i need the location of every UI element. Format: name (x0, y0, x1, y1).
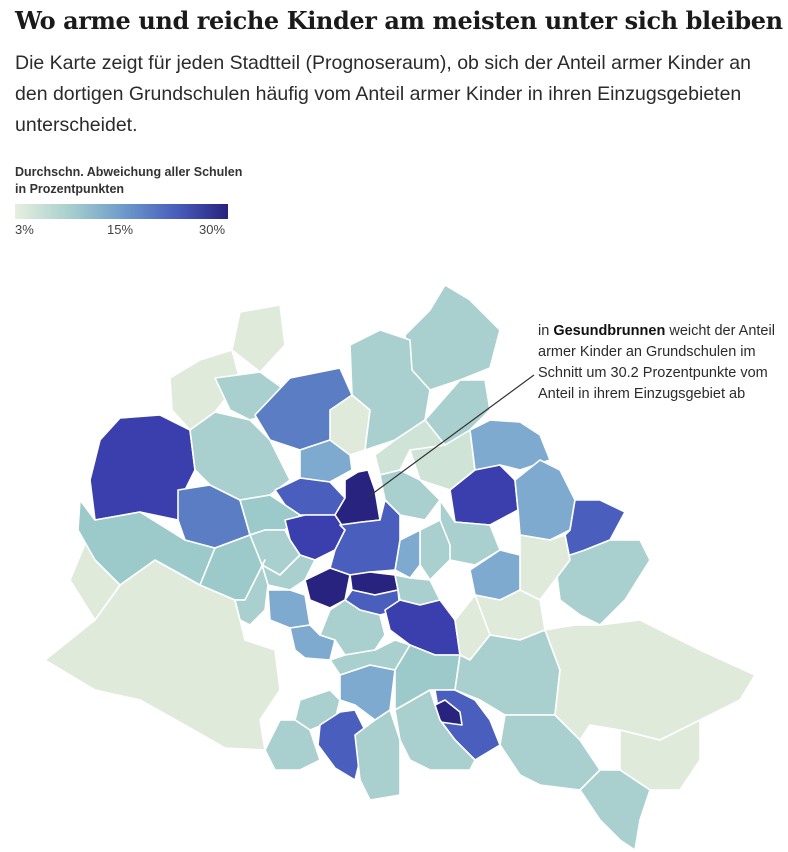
district-mitte-zentrum[interactable] (329, 499, 401, 576)
district-tempelhof[interactable] (319, 599, 386, 656)
legend-title: Durchschn. Abweichung aller Schulen in P… (15, 165, 243, 196)
annotation-prefix: in (538, 323, 550, 339)
legend-tick-min: 3% (15, 222, 34, 237)
district-hellersdorf-sued[interactable] (554, 539, 651, 626)
gesundbrunnen-annotation: in Gesundbrunnen weicht der Anteil armer… (538, 321, 778, 405)
legend-color-scale (15, 204, 228, 219)
berlin-choropleth-map (44, 284, 756, 851)
district-frohnau[interactable] (231, 304, 286, 373)
annotation-text: weicht der Anteil armer Kinder an Grunds… (538, 323, 775, 402)
district-charlottenburg[interactable] (261, 554, 316, 591)
district-buch[interactable] (404, 284, 501, 391)
legend-tick-mid: 15% (107, 222, 134, 237)
district-gruenau[interactable] (579, 769, 651, 851)
district-wilmersdorf[interactable] (267, 589, 311, 629)
district-koepenick[interactable] (544, 619, 756, 741)
page-subtitle: Die Karte zeigt für jeden Stadtteil (Pro… (15, 52, 751, 136)
district-westend[interactable] (234, 559, 269, 626)
district-schoeneberg-sued[interactable] (289, 624, 336, 661)
annotation-highlight: Gesundbrunnen (553, 323, 666, 339)
district-marienfelde[interactable] (354, 709, 401, 801)
legend-tick-max: 30% (199, 222, 226, 237)
district-zehlendorf[interactable] (264, 719, 321, 771)
page-title: Wo arme und reiche Kinder am meisten unt… (15, 6, 783, 35)
district-marzahn-nord[interactable] (514, 459, 576, 541)
annotation-leader-line (367, 374, 535, 498)
district-lankwitz[interactable] (394, 689, 476, 771)
